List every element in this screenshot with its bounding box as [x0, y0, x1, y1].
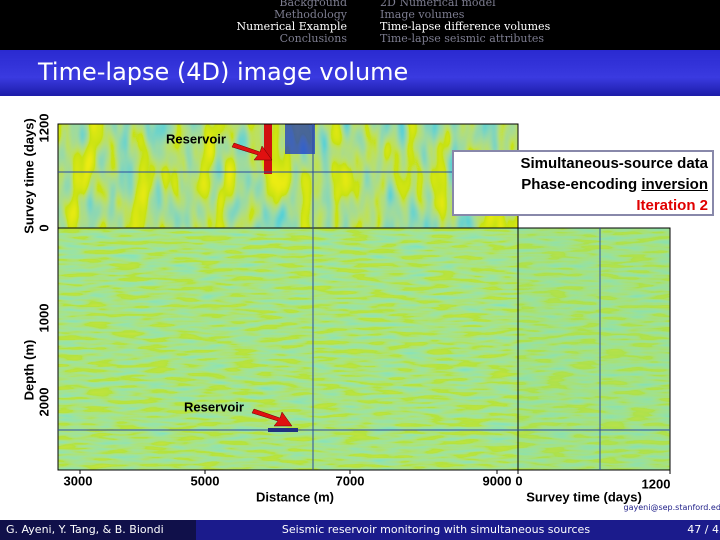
- email: gayeni@sep.stanford.edu: [623, 503, 720, 512]
- x-tick-label: 5000: [191, 473, 220, 488]
- nav-subsection[interactable]: 2D Numerical model: [380, 0, 496, 9]
- y-axis-label: Survey time (days): [21, 118, 36, 234]
- nav-section[interactable]: Numerical Example: [236, 20, 347, 33]
- footer: G. Ayeni, Y. Tang, & B. Biondi Seismic r…: [0, 520, 720, 540]
- y-tick-label: 2000: [36, 388, 51, 417]
- annotation: Reservoir: [166, 131, 226, 146]
- box-underlined: inversion: [641, 176, 708, 193]
- slide-title: Time-lapse (4D) image volume: [38, 58, 409, 86]
- nav-section[interactable]: Background: [279, 0, 347, 9]
- x-axis-label: Distance (m): [256, 489, 334, 504]
- talk-title: Seismic reservoir monitoring with simult…: [281, 523, 591, 536]
- gather-texture: [518, 228, 670, 470]
- reservoir-reflector: [268, 428, 298, 432]
- box-line: Phase-encoding inversion: [454, 174, 708, 195]
- box-line: Iteration 2: [636, 197, 708, 214]
- anomaly: [285, 124, 315, 154]
- nav-section[interactable]: Methodology: [274, 8, 347, 21]
- y-tick-label: 0: [36, 224, 51, 231]
- annotation: Reservoir: [184, 399, 244, 414]
- y-tick-label: 1200: [36, 114, 51, 143]
- nav-subsection[interactable]: Image volumes: [380, 8, 465, 21]
- arrow: [251, 408, 293, 427]
- x-tick-label: 7000: [336, 473, 365, 488]
- box-line: Simultaneous-source data: [520, 155, 708, 172]
- nav-section[interactable]: Conclusions: [279, 32, 347, 45]
- navigation-bar: Background Methodology Numerical Example…: [0, 0, 720, 50]
- nav-subsection[interactable]: Time-lapse seismic attributes: [380, 32, 545, 45]
- x-tick-label: 3000: [64, 473, 93, 488]
- title-bar: Time-lapse (4D) image volume: [0, 50, 720, 96]
- x-tick-label: 1200: [642, 476, 671, 491]
- x-tick-label: 9000: [483, 473, 512, 488]
- authors: G. Ayeni, Y. Tang, & B. Biondi: [0, 520, 196, 540]
- image-texture: [58, 228, 518, 470]
- section-list: Background Methodology Numerical Example…: [237, 0, 347, 45]
- anomaly: [264, 124, 272, 174]
- box-text: Phase-encoding: [521, 176, 638, 193]
- nav-subsection[interactable]: Time-lapse difference volumes: [380, 20, 551, 33]
- x-axis-label: Survey time (days): [526, 489, 642, 504]
- arrow: [231, 142, 273, 161]
- x-tick-label: 0: [515, 473, 522, 488]
- y-tick-label: 1000: [36, 304, 51, 333]
- page-number: 47 / 43: [687, 523, 720, 536]
- subsection-list: 2D Numerical model Image volumes Time-la…: [380, 0, 550, 45]
- info-box: Simultaneous-source data Phase-encoding …: [452, 150, 714, 216]
- y-axis-label: Depth (m): [21, 340, 36, 401]
